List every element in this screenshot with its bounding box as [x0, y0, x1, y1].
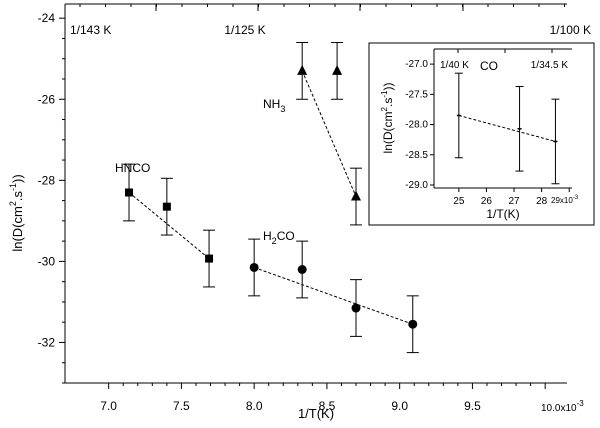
- main-plot: 7.0 7.5 8.0 8.5 9.0 9.5 10.0x10-3 -24 -26 -28 -30 -…: [8, 3, 591, 421]
- main-top-axis-label: 1/143 K: [70, 23, 111, 37]
- main-x-tick-label: 9.5: [464, 399, 481, 413]
- main-y-tick-label: -24: [38, 11, 56, 25]
- inset-x-tick-label: 27: [508, 196, 520, 207]
- circle-marker: [351, 303, 361, 313]
- inset-top-axis-label: 1/34.5 K: [531, 60, 569, 71]
- fit-line-1: [301, 70, 357, 197]
- main-x-tick-label: 7.5: [173, 399, 190, 413]
- main-top-axis-label: 1/125 K: [224, 23, 265, 37]
- series-label: HNCO: [115, 161, 150, 175]
- series-label: NH3: [263, 97, 285, 114]
- square-marker: [205, 254, 214, 263]
- main-x-tick-label: 7.0: [100, 399, 117, 413]
- inset-y-axis-title: ln(D(cm2.s-1)): [380, 83, 395, 154]
- main-x-tick-label: 9.0: [391, 399, 408, 413]
- inset-fit-line: [458, 114, 556, 142]
- circle-marker: [249, 262, 259, 272]
- square-marker: [125, 188, 134, 197]
- inset-y-tick-label: -29.0: [405, 180, 428, 191]
- fit-line-0: [128, 192, 210, 259]
- main-y-tick-label: -30: [38, 254, 56, 268]
- inset-x-tick-label: 25: [453, 196, 465, 207]
- inset-y-tick-label: -27.5: [405, 89, 428, 100]
- inset-y-tick-label: -28.5: [405, 150, 428, 161]
- main-x-tick-label: 8.0: [246, 399, 263, 413]
- inset-x-exponent-label: 29x10-3: [551, 195, 579, 205]
- circle-marker: [408, 319, 418, 329]
- main-y-tick-label: -28: [38, 173, 56, 187]
- triangle-marker: [332, 64, 343, 75]
- inset-frame: [368, 42, 595, 226]
- inset-x-tick-label: 26: [481, 196, 493, 207]
- inset-y-tick-label: -28.0: [405, 120, 428, 131]
- main-x-axis-title: 1/T(K): [298, 406, 334, 421]
- inset-top-axis-label: 1/40 K: [440, 60, 469, 71]
- inset-x-axis-title: 1/T(K): [486, 207, 519, 221]
- series-label: H2CO: [263, 229, 295, 246]
- triangle-marker: [297, 64, 308, 75]
- square-marker: [162, 202, 171, 211]
- main-top-axis-label: 1/100 K: [550, 23, 591, 37]
- main-x-exponent-label: 10.0x10-3: [541, 399, 584, 414]
- main-y-axis-title: ln(D(cm2.s-1)): [8, 174, 25, 251]
- main-y-tick-label: -26: [38, 92, 56, 106]
- main-y-tick-label: -32: [38, 335, 56, 349]
- fit-line-2: [253, 267, 413, 325]
- triangle-marker: [351, 190, 362, 201]
- inset-title: CO: [480, 59, 498, 73]
- main-x-tick-label: 8.5: [319, 399, 336, 413]
- inset-x-tick-label: 28: [536, 196, 548, 207]
- circle-marker: [297, 265, 307, 275]
- inset-plot: 25 26 27 28 29x10-3 -27.0 -27.5 -28.0 -28.5 -29.0…: [368, 42, 595, 226]
- inset-y-tick-label: -27.0: [405, 59, 428, 70]
